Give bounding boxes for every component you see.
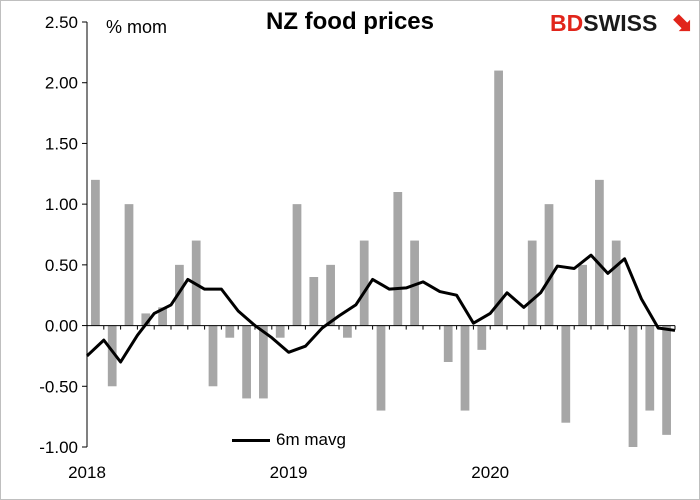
bar — [343, 325, 352, 338]
bar — [309, 277, 319, 326]
bar — [91, 179, 100, 326]
bar — [443, 325, 453, 362]
bar — [595, 179, 604, 326]
bar — [208, 325, 218, 387]
y-tick-label: 0.00 — [45, 317, 78, 336]
bar — [544, 204, 554, 326]
bar — [158, 307, 167, 326]
bar — [242, 325, 251, 399]
logo-bd-text: BD — [550, 10, 584, 36]
legend-line-swatch — [232, 438, 270, 442]
chart-legend: 6m mavg — [232, 430, 346, 450]
y-tick-label: -0.50 — [39, 377, 78, 396]
bar — [578, 264, 587, 326]
bar — [376, 325, 386, 411]
logo-arrow-icon — [673, 14, 691, 32]
logo-swiss-text: SWISS — [583, 10, 658, 36]
bar — [326, 264, 335, 326]
bar — [611, 240, 621, 326]
bar — [527, 240, 537, 326]
bar — [275, 325, 285, 338]
brand-logo: BDSWISS — [550, 10, 657, 37]
y-axis-unit-label: % mom — [106, 17, 168, 37]
chart-title: NZ food prices — [265, 8, 434, 35]
bar — [494, 70, 503, 326]
x-tick-label: 2018 — [68, 463, 106, 482]
bar — [645, 325, 655, 411]
bar — [292, 204, 302, 326]
bar — [460, 325, 470, 411]
bar — [107, 325, 117, 387]
y-tick-label: 2.50 — [45, 13, 78, 32]
bar — [628, 325, 638, 447]
y-tick-label: 0.50 — [45, 256, 78, 275]
bar — [393, 192, 403, 326]
bar — [561, 325, 571, 423]
y-tick-label: -1.00 — [39, 438, 78, 457]
bar — [359, 240, 369, 326]
bar — [259, 325, 268, 399]
y-tick-label: 1.00 — [45, 195, 78, 214]
bar — [141, 313, 151, 326]
x-tick-label: 2020 — [471, 463, 509, 482]
series-line-6m-mavg — [85, 253, 676, 364]
legend-label: 6m mavg — [276, 430, 346, 449]
y-tick-label: 1.50 — [45, 134, 78, 153]
bar — [225, 325, 235, 338]
y-tick-label: 2.00 — [45, 74, 78, 93]
bar — [410, 240, 419, 326]
bar — [477, 325, 487, 350]
x-tick-label: 2019 — [270, 463, 308, 482]
bar — [662, 325, 671, 435]
bar — [124, 204, 134, 326]
bar — [175, 264, 184, 326]
